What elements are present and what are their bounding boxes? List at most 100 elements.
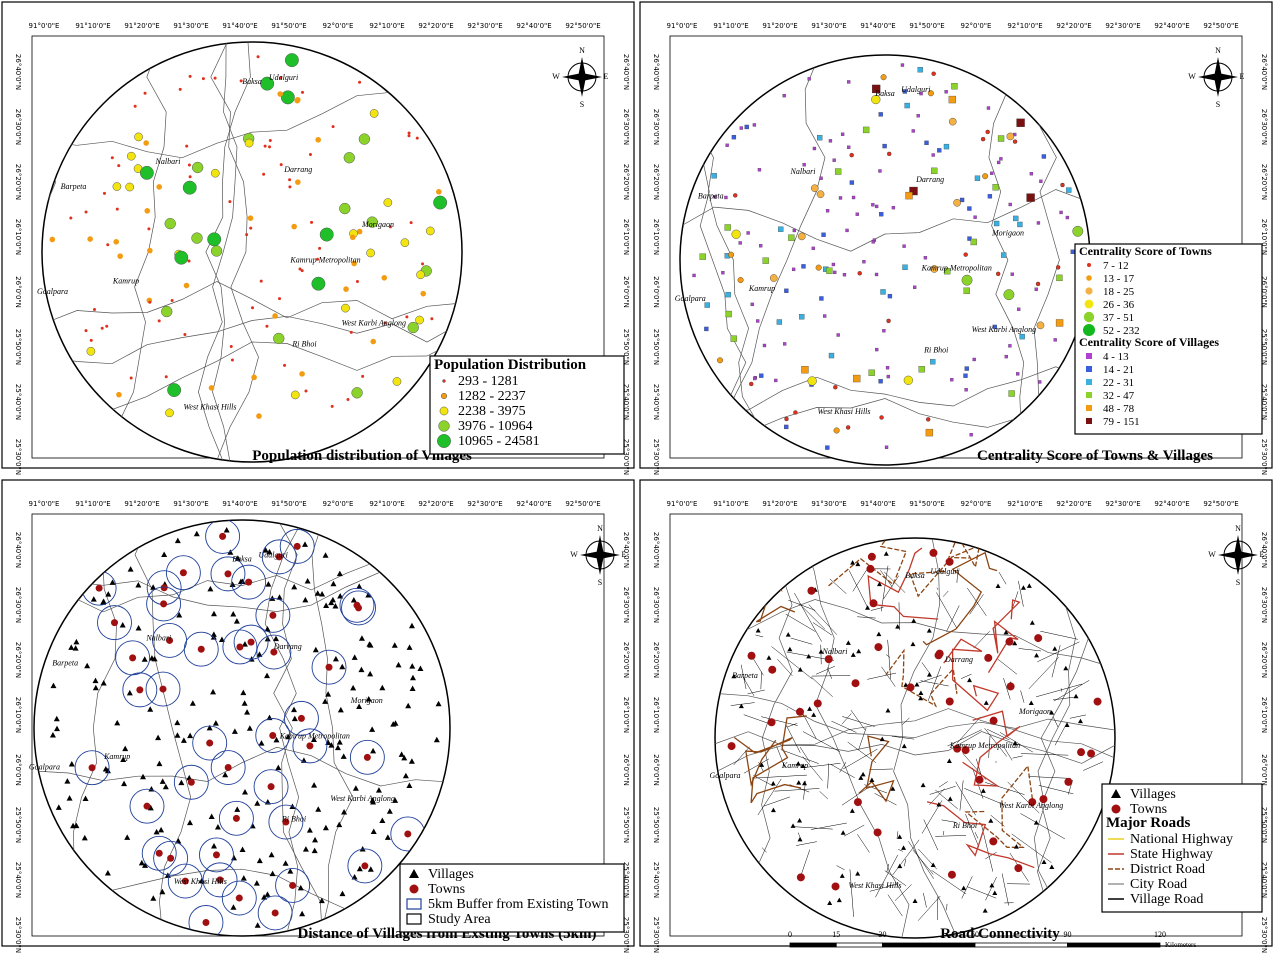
place-name: Nalbari: [790, 167, 816, 176]
town-symbol: [1036, 282, 1040, 286]
village-symbol: [272, 313, 278, 319]
village-symbol: [251, 375, 257, 381]
town-symbol: [1007, 682, 1015, 690]
legend-heading: Centrality Score of Towns: [1079, 244, 1212, 258]
village-symbol: [888, 294, 892, 298]
town-symbol: [834, 428, 840, 434]
village-symbol: [288, 178, 291, 181]
latitude-label: 26°30'0"N: [1260, 587, 1268, 623]
legend-label: 7 - 12: [1103, 260, 1129, 272]
village-symbol: [704, 327, 708, 331]
village-symbol: [1005, 355, 1008, 358]
village-symbol: [408, 322, 419, 333]
village-symbol: [343, 286, 349, 292]
village-symbol: [887, 375, 890, 378]
village-symbol: [187, 260, 190, 263]
village-symbol: [299, 371, 305, 377]
longitude-label: 91°10'0"E: [713, 500, 748, 508]
place-name: Morigaon: [361, 220, 394, 229]
village-symbol: [130, 376, 133, 379]
town-symbol: [984, 654, 992, 662]
village-symbol: [883, 144, 887, 148]
latitude-label: 25°30'0"N: [1260, 917, 1268, 953]
legend-label: Study Area: [428, 912, 491, 927]
village-symbol: [825, 446, 829, 450]
town-symbol: [1056, 265, 1060, 269]
village-symbol: [819, 296, 823, 300]
legend-symbol: [1086, 379, 1092, 385]
village-symbol: [759, 374, 763, 378]
town-symbol: [1087, 750, 1095, 758]
place-name: Baksa: [875, 89, 895, 98]
village-symbol: [971, 239, 977, 245]
village-symbol: [315, 137, 321, 143]
page: {"lon_ticks": ["91°0'0\"E","91°10'0\"E",…: [0, 0, 1276, 960]
village-symbol: [207, 233, 220, 246]
town-symbol: [202, 919, 209, 926]
village-symbol: [841, 133, 844, 136]
village-symbol: [924, 256, 927, 259]
village-symbol: [93, 308, 96, 311]
village-symbol: [875, 273, 878, 276]
town-symbol: [817, 191, 824, 198]
village-symbol: [416, 137, 419, 140]
village-symbol: [245, 233, 248, 236]
place-name: Kamrup Metropolitan: [949, 741, 1020, 750]
legend-symbol: [443, 380, 446, 383]
village-symbol: [944, 144, 949, 149]
village-symbol: [852, 196, 855, 199]
legend-symbol: [441, 393, 447, 399]
village-symbol: [721, 271, 724, 274]
town-symbol: [832, 882, 840, 890]
longitude-label: 91°0'0"E: [29, 22, 60, 30]
latitude-label: 26°10'0"N: [1260, 697, 1268, 733]
longitude-label: 92°40'0"E: [1154, 500, 1189, 508]
place-name: Nalbari: [822, 647, 848, 656]
village-symbol: [192, 162, 203, 173]
latitude-label: 26°20'0"N: [622, 164, 630, 200]
village-symbol: [140, 166, 153, 179]
latitude-label: 25°50'0"N: [652, 329, 660, 365]
village-symbol: [111, 156, 114, 159]
place-name: Baksa: [905, 571, 925, 580]
scale-label: 120: [1154, 930, 1166, 939]
longitude-label: 92°0'0"E: [323, 22, 354, 30]
village-symbol: [875, 205, 878, 208]
village-symbol: [251, 306, 254, 309]
study-area: [680, 55, 1090, 465]
village-symbol: [812, 247, 815, 250]
place-name: Kamrup Metropolitan: [279, 731, 350, 740]
town-symbol: [906, 683, 914, 691]
place-name: Morigaon: [350, 696, 383, 705]
latitude-label: 25°30'0"N: [652, 917, 660, 953]
village-symbol: [931, 168, 937, 174]
latitude-label: 26°0'0"N: [622, 276, 630, 308]
village-symbol: [788, 235, 794, 241]
legend-label: 37 - 51: [1103, 312, 1134, 324]
town-symbol: [156, 850, 163, 857]
village-symbol: [917, 114, 920, 117]
village-symbol: [158, 319, 161, 322]
latitude-label: 26°0'0"N: [1260, 754, 1268, 786]
place-name: Goalpara: [675, 294, 706, 303]
longitude-label: 92°40'0"E: [1154, 22, 1189, 30]
village-symbol: [69, 217, 72, 220]
longitude-label: 91°40'0"E: [860, 500, 895, 508]
longitude-label: 92°20'0"E: [418, 500, 453, 508]
village-symbol: [381, 275, 387, 281]
place-name: Barpeta: [732, 671, 758, 680]
longitude-label: 92°10'0"E: [369, 500, 404, 508]
latitude-label: 25°40'0"N: [14, 862, 22, 898]
town-symbol: [738, 277, 744, 283]
latitude-label: 26°10'0"N: [14, 219, 22, 255]
village-symbol: [903, 265, 908, 270]
town-symbol: [717, 357, 723, 363]
village-symbol: [693, 274, 696, 277]
village-symbol: [147, 248, 153, 254]
legend-symbol: [439, 421, 450, 432]
village-symbol: [433, 196, 446, 209]
village-symbol: [778, 227, 783, 232]
town-symbol: [981, 137, 985, 141]
town-symbol: [129, 654, 136, 661]
